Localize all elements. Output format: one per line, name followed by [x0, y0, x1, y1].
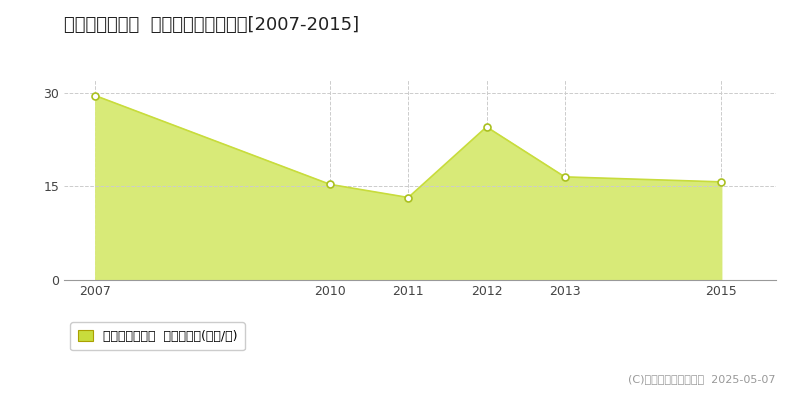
Legend: マンション価格  平均坪単価(万円/坪): マンション価格 平均坪単価(万円/坪) [70, 322, 245, 350]
Text: (C)土地価格ドットコム  2025-05-07: (C)土地価格ドットコム 2025-05-07 [629, 374, 776, 384]
Text: 白山市源兵島町  マンション価格推移[2007-2015]: 白山市源兵島町 マンション価格推移[2007-2015] [64, 16, 359, 34]
